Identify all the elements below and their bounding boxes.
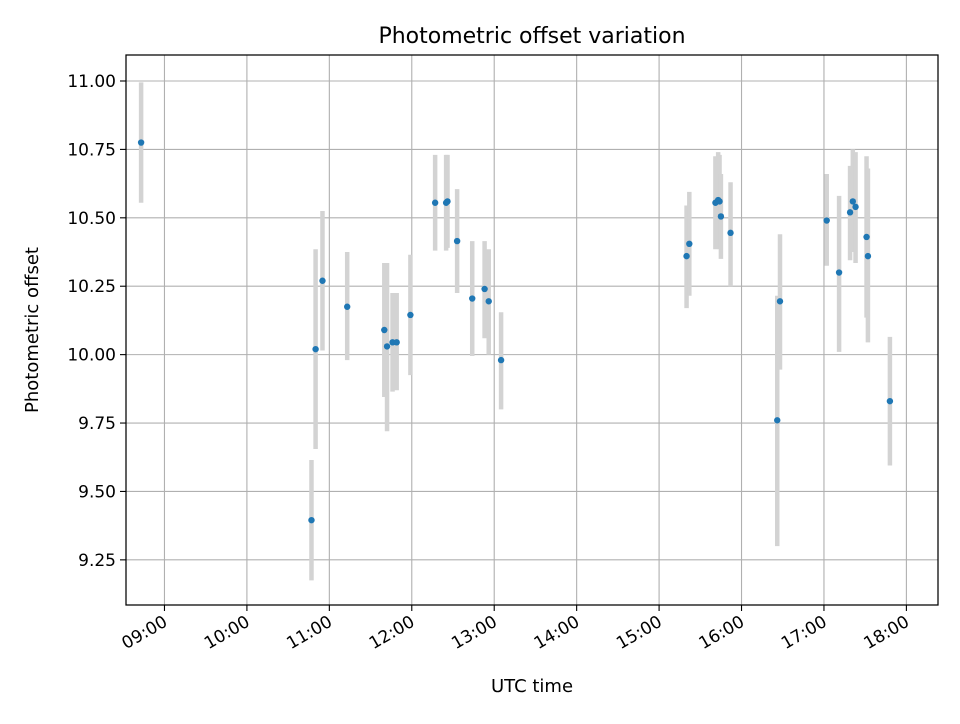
data-point bbox=[852, 203, 859, 211]
data-point bbox=[727, 229, 734, 237]
data-point bbox=[485, 298, 492, 305]
data-point bbox=[319, 277, 326, 284]
y-axis-ticks: 9.25 9.50 9.75 10.00 10.25 10.50 10.75 11.00 bbox=[67, 72, 126, 571]
data-points bbox=[137, 139, 894, 524]
y-tick-label: 9.75 bbox=[78, 414, 116, 434]
data-point bbox=[312, 345, 319, 353]
data-point bbox=[683, 252, 690, 260]
chart-title: Photometric offset variation bbox=[378, 24, 685, 49]
data-point bbox=[469, 295, 476, 302]
data-point bbox=[849, 198, 857, 205]
grid bbox=[126, 55, 938, 605]
data-point bbox=[393, 339, 400, 346]
y-tick-label: 9.50 bbox=[78, 482, 116, 502]
data-point bbox=[835, 269, 843, 276]
y-tick-label: 10.50 bbox=[67, 209, 116, 229]
data-point bbox=[716, 198, 723, 205]
data-point bbox=[846, 209, 854, 216]
data-point bbox=[774, 417, 781, 424]
y-tick-label: 10.25 bbox=[67, 277, 116, 297]
data-point bbox=[864, 252, 872, 260]
data-point bbox=[381, 326, 388, 334]
data-point bbox=[481, 285, 488, 293]
data-point bbox=[431, 199, 439, 206]
data-point bbox=[308, 516, 315, 524]
y-tick-label: 11.00 bbox=[67, 72, 116, 92]
y-tick-label: 10.75 bbox=[67, 140, 116, 160]
data-point bbox=[453, 237, 461, 245]
data-point bbox=[717, 213, 725, 220]
plot-frame bbox=[125, 54, 939, 606]
data-point bbox=[137, 139, 145, 146]
y-tick-label: 10.00 bbox=[67, 346, 116, 366]
data-point bbox=[407, 311, 414, 319]
data-point bbox=[497, 356, 505, 364]
data-point bbox=[686, 240, 693, 248]
data-point bbox=[886, 397, 894, 405]
y-axis-label: Photometric offset bbox=[22, 247, 43, 413]
data-point bbox=[444, 198, 451, 205]
data-point bbox=[776, 298, 784, 305]
data-point bbox=[383, 343, 391, 350]
data-point bbox=[863, 233, 870, 241]
data-point bbox=[823, 217, 830, 224]
y-tick-label: 9.25 bbox=[78, 551, 116, 571]
data-point bbox=[344, 303, 351, 310]
x-axis-label: UTC time bbox=[491, 676, 573, 697]
